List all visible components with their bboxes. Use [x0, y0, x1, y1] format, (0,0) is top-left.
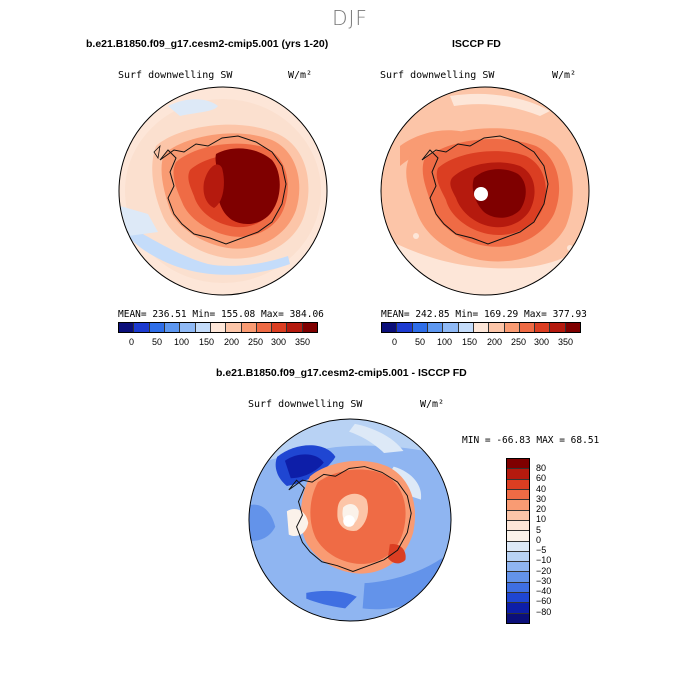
- obs-panel-title: ISCCP FD: [452, 38, 501, 50]
- diff-tick: −30: [536, 576, 552, 586]
- model-panel-title: b.e21.B1850.f09_g17.cesm2-cmip5.001 (yrs…: [86, 38, 329, 50]
- obs-colorbar: [381, 322, 581, 333]
- model-tick: 150: [199, 337, 215, 347]
- obs-map: [380, 86, 590, 296]
- diff-map: [248, 418, 452, 622]
- diff-tick: 20: [536, 504, 547, 514]
- model-tick: 0: [129, 337, 135, 347]
- season-title: DJF: [332, 6, 368, 30]
- obs-units-label: W/m²: [552, 70, 577, 81]
- model-tick: 250: [248, 337, 264, 347]
- diff-colorbar: [506, 458, 530, 624]
- obs-tick: 350: [558, 337, 574, 347]
- diff-tick: 60: [536, 473, 547, 483]
- obs-stats: MEAN= 242.85 Min= 169.29 Max= 377.93: [381, 309, 587, 320]
- obs-tick: 300: [534, 337, 550, 347]
- diff-tick: 30: [536, 494, 547, 504]
- obs-tick: 200: [487, 337, 503, 347]
- diff-tick: −60: [536, 596, 552, 606]
- obs-tick: 150: [462, 337, 478, 347]
- model-tick: 350: [295, 337, 311, 347]
- obs-tick: 50: [415, 337, 426, 347]
- diff-tick: 5: [536, 525, 542, 535]
- diff-tick: 10: [536, 514, 547, 524]
- model-units-label: W/m²: [288, 70, 313, 81]
- diff-tick: 40: [536, 484, 547, 494]
- diff-variable-label: Surf downwelling SW: [248, 399, 363, 410]
- diff-tick: 80: [536, 463, 547, 473]
- model-tick: 200: [224, 337, 240, 347]
- obs-tick: 0: [392, 337, 398, 347]
- diff-units-label: W/m²: [420, 399, 445, 410]
- obs-tick: 250: [511, 337, 527, 347]
- diff-tick: −10: [536, 555, 552, 565]
- model-tick: 300: [271, 337, 287, 347]
- model-map: [118, 86, 328, 296]
- diff-stats: MIN = -66.83 MAX = 68.51: [462, 435, 600, 446]
- diff-tick: −5: [536, 545, 547, 555]
- model-tick: 100: [174, 337, 190, 347]
- diff-panel-title: b.e21.B1850.f09_g17.cesm2-cmip5.001 - IS…: [216, 367, 467, 379]
- diff-tick: 0: [536, 535, 542, 545]
- obs-tick: 100: [437, 337, 453, 347]
- model-variable-label: Surf downwelling SW: [118, 70, 233, 81]
- diff-tick: −20: [536, 566, 552, 576]
- model-colorbar: [118, 322, 318, 333]
- model-tick: 50: [152, 337, 163, 347]
- obs-variable-label: Surf downwelling SW: [380, 70, 495, 81]
- diff-tick: −80: [536, 607, 552, 617]
- diff-tick: −40: [536, 586, 552, 596]
- model-stats: MEAN= 236.51 Min= 155.08 Max= 384.06: [118, 309, 324, 320]
